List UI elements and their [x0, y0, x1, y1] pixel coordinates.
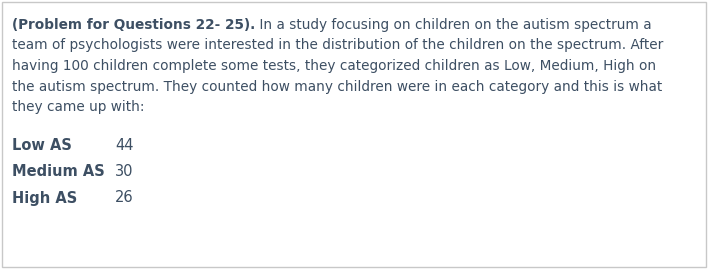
Text: team of psychologists were interested in the distribution of the children on the: team of psychologists were interested in…	[12, 38, 663, 52]
Text: 26: 26	[115, 190, 133, 206]
Text: Medium AS: Medium AS	[12, 165, 105, 179]
Text: the autism spectrum. They counted how many children were in each category and th: the autism spectrum. They counted how ma…	[12, 80, 662, 94]
Text: they came up with:: they came up with:	[12, 100, 145, 114]
Text: High AS: High AS	[12, 190, 77, 206]
Text: In a study focusing on children on the autism spectrum a: In a study focusing on children on the a…	[255, 18, 652, 32]
Text: 30: 30	[115, 165, 133, 179]
Text: having 100 children complete some tests, they categorized children as Low, Mediu: having 100 children complete some tests,…	[12, 59, 656, 73]
Text: Low AS: Low AS	[12, 139, 72, 154]
Text: 44: 44	[115, 139, 133, 154]
Text: (Problem for Questions 22- 25).: (Problem for Questions 22- 25).	[12, 18, 255, 32]
